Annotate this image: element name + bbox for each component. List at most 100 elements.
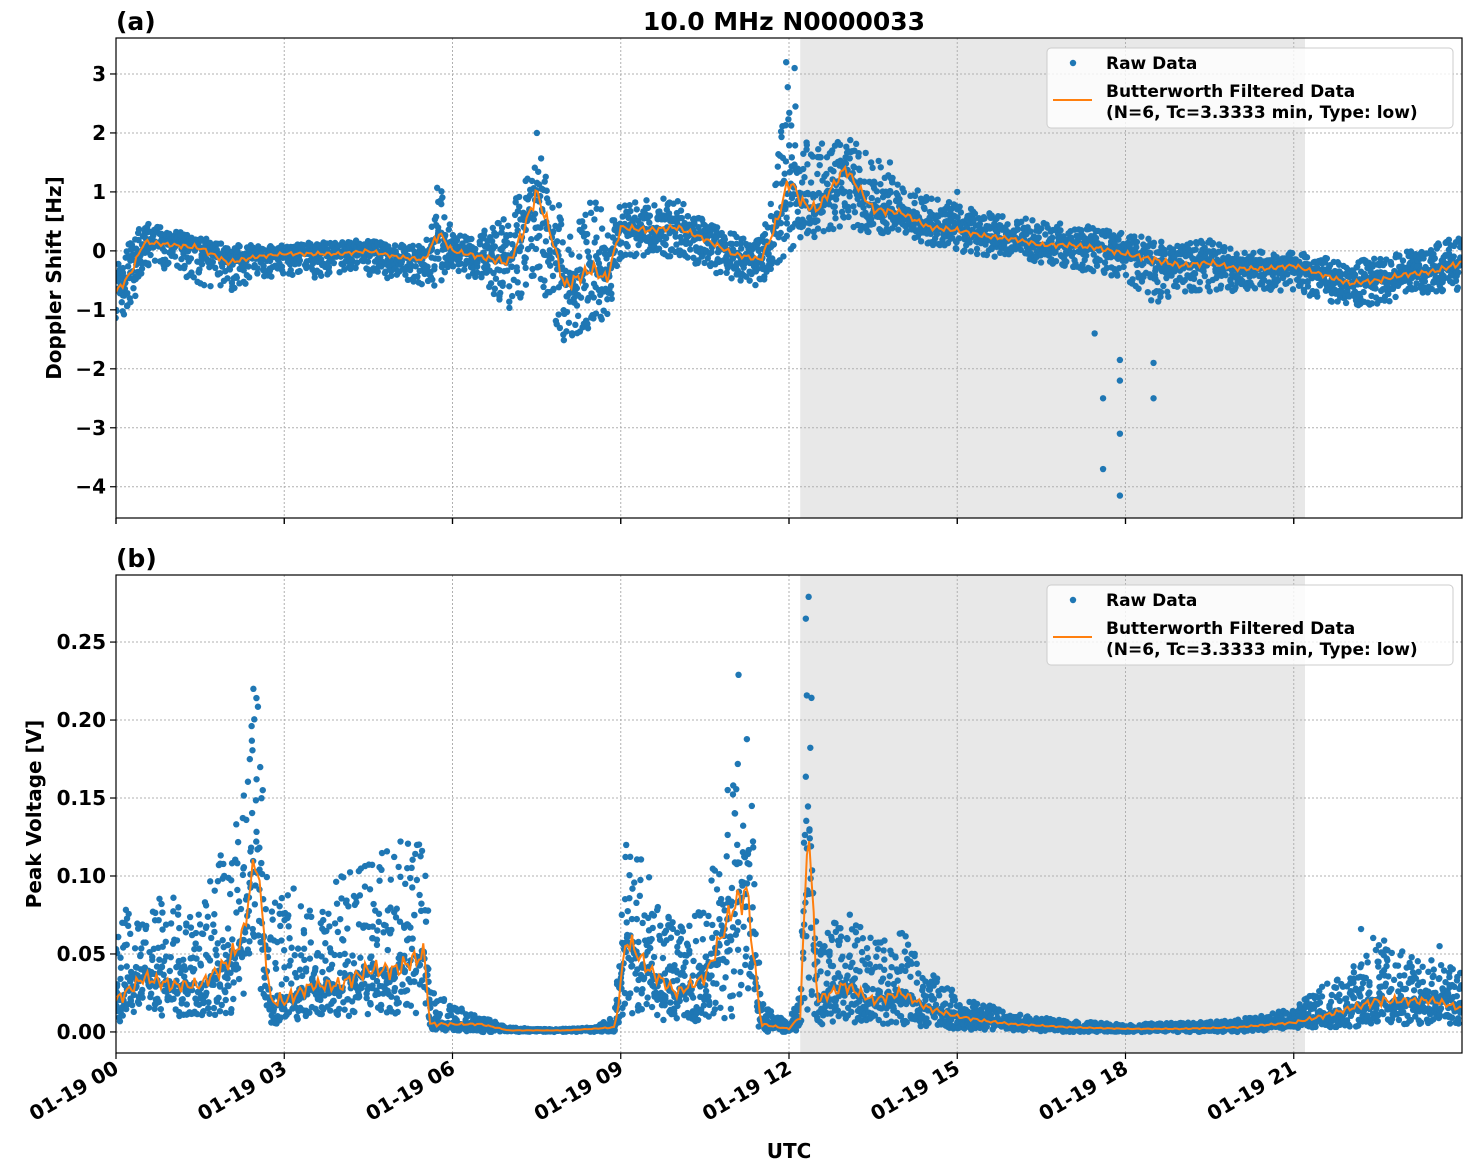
raw-data-point [240,267,247,274]
raw-data-point [237,905,245,913]
raw-data-point [517,243,525,251]
raw-data-point [737,277,744,284]
raw-data-point [914,187,921,194]
raw-data-point [672,233,679,240]
raw-data-point [1274,277,1282,284]
raw-data-point [586,199,594,206]
raw-data-point [124,263,132,270]
raw-data-point [123,941,130,948]
raw-data-point [835,140,842,148]
raw-data-point [733,233,740,241]
raw-data-point [209,258,216,266]
raw-data-point [565,319,573,326]
raw-data-point [1017,246,1025,254]
raw-data-point [1196,286,1203,294]
raw-data-point [1133,244,1140,251]
raw-data-point [489,224,497,232]
raw-data-point [404,840,412,847]
raw-data-point [537,155,545,162]
raw-data-point [253,838,260,845]
raw-data-point [203,989,210,996]
raw-data-point [217,852,224,859]
raw-data-point [830,168,837,175]
raw-data-point [265,946,272,953]
raw-data-point [132,292,139,300]
raw-data-point [288,980,295,987]
raw-data-point [158,1012,166,1019]
raw-data-point [811,233,818,241]
raw-data-point [788,122,795,129]
raw-data-point [1381,297,1388,304]
raw-data-point [665,210,673,217]
raw-data-point [973,250,981,258]
raw-data-point [807,179,815,186]
raw-data-point [243,816,250,824]
raw-data-point [662,241,669,249]
raw-data-point [308,913,315,921]
raw-data-point [584,248,592,255]
raw-data-point [214,878,222,885]
raw-data-point [418,280,425,288]
raw-data-point [192,940,199,947]
raw-data-point [196,266,203,273]
raw-data-point [230,979,237,986]
raw-data-point [246,755,254,763]
raw-data-point [240,792,248,799]
raw-data-point [549,228,557,235]
y-tick-label: 0.20 [57,708,106,732]
raw-data-point [488,237,496,245]
raw-data-point [352,264,359,272]
y-tick-label: 3 [92,62,106,86]
raw-data-point [506,304,513,312]
raw-data-point [423,236,430,244]
raw-data-point [170,894,177,901]
raw-data-point [971,210,979,217]
raw-data-point [851,209,859,216]
raw-data-point [254,270,261,277]
raw-data-point [234,860,241,867]
raw-data-point [233,909,240,916]
raw-data-point [139,994,146,1001]
raw-data-point [674,198,681,205]
raw-data-point [1233,251,1240,258]
raw-data-point [894,181,901,188]
raw-data-point [836,223,843,230]
raw-data-point [254,265,261,272]
raw-data-point [116,307,120,315]
raw-data-point [224,925,232,932]
raw-data-point [927,230,935,238]
raw-data-point [1342,299,1350,307]
raw-data-point [548,255,555,262]
raw-data-point [597,206,605,213]
raw-data-point [883,220,890,228]
raw-data-point [231,284,238,292]
raw-data-point [604,310,611,318]
raw-data-point [283,975,290,983]
raw-data-point [241,929,249,936]
raw-data-point [491,243,499,250]
raw-data-point [759,261,766,268]
raw-data-point [335,1005,343,1013]
raw-data-point [887,189,894,196]
raw-data-point [532,245,540,253]
y-tick-label: 0.25 [57,630,106,654]
raw-data-point [1122,271,1130,279]
raw-data-point [1099,465,1107,473]
raw-data-point [568,251,575,258]
raw-data-point [367,999,374,1007]
raw-data-point [137,951,144,959]
raw-data-point [1071,257,1078,264]
raw-data-point [280,947,288,954]
raw-data-point [868,194,875,202]
raw-data-point [271,899,279,906]
raw-data-point [701,259,708,267]
raw-data-point [257,763,264,771]
raw-data-point [388,926,395,934]
raw-data-point [377,1002,385,1009]
raw-data-point [954,214,961,221]
raw-data-point [220,964,227,972]
raw-data-point [224,975,231,982]
raw-data-point [138,265,146,272]
raw-data-point [721,236,729,243]
raw-data-point [338,895,345,902]
